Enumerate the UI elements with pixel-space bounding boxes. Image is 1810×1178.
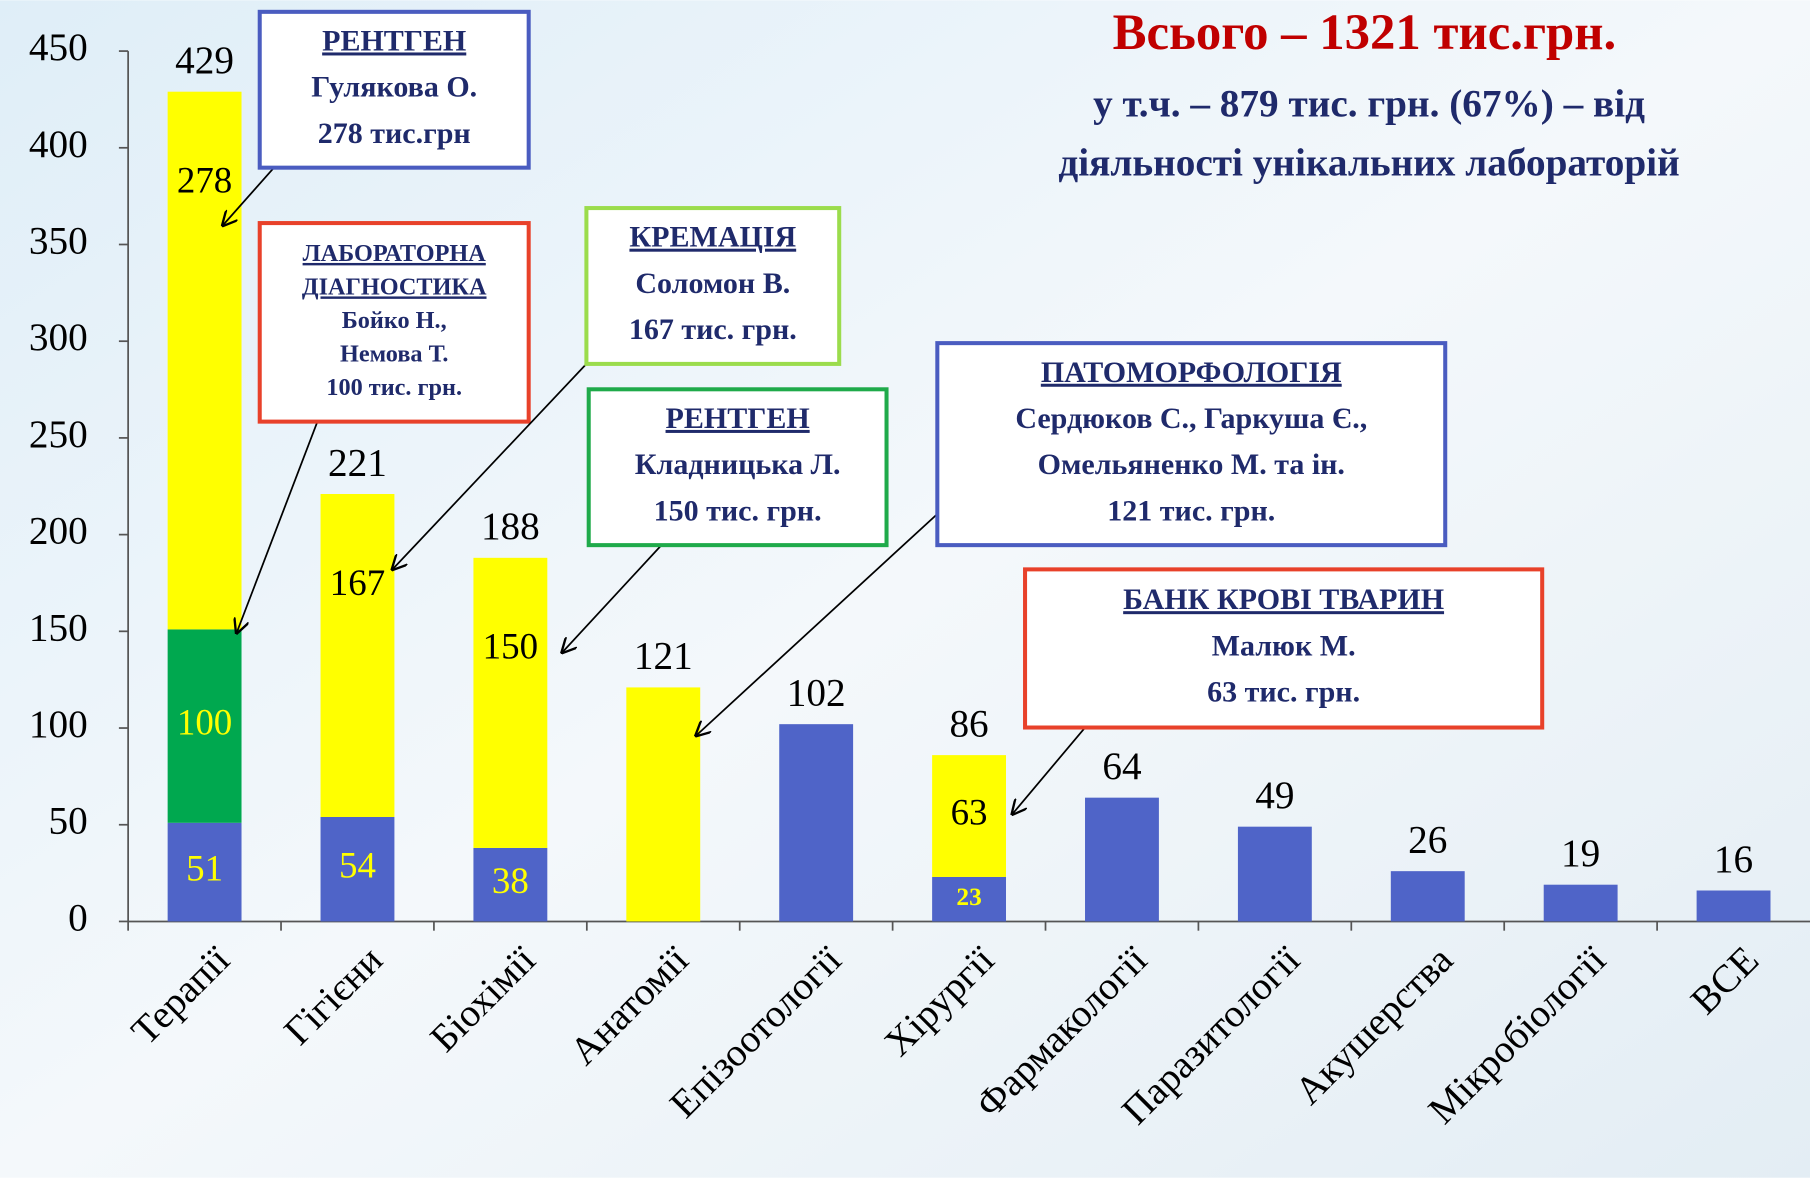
subtitle: діяльності унікальних лабораторій bbox=[1058, 142, 1679, 185]
total-label: 86 bbox=[949, 702, 988, 745]
total-label: 64 bbox=[1102, 745, 1141, 788]
callout-box bbox=[935, 341, 1448, 548]
callout-box bbox=[1023, 567, 1545, 730]
total-label: 429 bbox=[175, 39, 234, 82]
total-label: 19 bbox=[1561, 832, 1600, 875]
total-label: 121 bbox=[634, 635, 693, 678]
total-label: 49 bbox=[1255, 774, 1294, 817]
callout-box bbox=[586, 387, 889, 548]
callout-text: Сердюков С., Гаркуша Є., bbox=[1015, 402, 1367, 435]
bar-segment bbox=[1237, 826, 1312, 922]
callout-text: 121 тис. грн. bbox=[1107, 494, 1275, 527]
y-tick-label: 200 bbox=[29, 510, 88, 553]
bar-segment bbox=[473, 847, 548, 922]
callout-text: 167 тис. грн. bbox=[629, 313, 797, 346]
y-tick-label: 150 bbox=[29, 606, 88, 649]
callout-text: Бойко Н., bbox=[342, 307, 447, 334]
callout-arrow bbox=[562, 544, 663, 652]
callout-text: Омельяненко М. та ін. bbox=[1038, 448, 1345, 481]
bar-segment bbox=[1390, 871, 1465, 922]
callout-text: Соломон В. bbox=[635, 267, 790, 300]
callout-arrow bbox=[223, 163, 278, 225]
callout-text: Малюк М. bbox=[1212, 629, 1356, 662]
bar-segment bbox=[1696, 890, 1771, 922]
callout-text: ДІАГНОСТИКА bbox=[302, 273, 487, 300]
bar-segment bbox=[320, 494, 395, 818]
y-tick-label: 350 bbox=[29, 219, 88, 262]
chart-title: Всього – 1321 тис.грн. bbox=[1113, 4, 1617, 60]
callout-text: Гулякова О. bbox=[311, 71, 477, 104]
bar-segment bbox=[626, 687, 701, 922]
bar-segment bbox=[1543, 884, 1618, 922]
bar-segment bbox=[167, 822, 242, 922]
bar-segment bbox=[1085, 797, 1159, 922]
callout-arrow bbox=[392, 363, 588, 569]
segment-label: 167 bbox=[330, 562, 385, 603]
callout-text: РЕНТГЕН bbox=[666, 402, 810, 435]
y-tick-label: 50 bbox=[48, 800, 87, 843]
segment-label: 100 bbox=[177, 702, 232, 743]
callout-box bbox=[584, 206, 842, 366]
callout-text: 63 тис. грн. bbox=[1207, 676, 1360, 709]
segment-label: 23 bbox=[956, 883, 981, 911]
callout-arrow bbox=[696, 513, 938, 736]
segment-label: 278 bbox=[177, 160, 232, 201]
y-tick-label: 450 bbox=[29, 26, 88, 69]
callout-box bbox=[257, 9, 531, 170]
callout-text: РЕНТГЕН bbox=[322, 24, 466, 57]
segment-label: 63 bbox=[951, 792, 988, 833]
total-label: 102 bbox=[787, 671, 846, 714]
callout-text: БАНК КРОВІ ТВАРИН bbox=[1123, 583, 1444, 616]
callout-arrow bbox=[237, 421, 319, 633]
segment-label: 51 bbox=[186, 848, 223, 889]
callout-text: 150 тис. грн. bbox=[654, 494, 822, 527]
callout-text: ЛАБОРАТОРНА bbox=[303, 240, 487, 267]
y-tick-label: 0 bbox=[68, 896, 88, 939]
callout-text: КРЕМАЦІЯ bbox=[629, 221, 796, 254]
segment-label: 38 bbox=[492, 860, 529, 901]
bar-segment bbox=[779, 724, 854, 922]
y-tick-label: 250 bbox=[29, 413, 88, 456]
total-label: 188 bbox=[481, 505, 540, 548]
y-tick-label: 400 bbox=[29, 123, 88, 166]
callout-arrow bbox=[1012, 726, 1086, 815]
callout-text: 278 тис.грн bbox=[318, 117, 471, 150]
total-label: 26 bbox=[1408, 818, 1447, 861]
total-label: 221 bbox=[328, 441, 387, 484]
subtitle: у т.ч. – 879 тис. грн. (67%) – від bbox=[1093, 83, 1645, 126]
bar-segment bbox=[932, 876, 1007, 922]
bar-segment bbox=[167, 91, 242, 630]
bar-segment bbox=[167, 629, 242, 823]
callout-text: ПАТОМОРФОЛОГІЯ bbox=[1041, 356, 1342, 389]
y-tick-label: 300 bbox=[29, 316, 88, 359]
bar-segment bbox=[320, 817, 395, 922]
bar-segment bbox=[932, 755, 1007, 877]
callout-text: Немова Т. bbox=[340, 340, 448, 367]
callout-box bbox=[257, 221, 531, 424]
total-label: 16 bbox=[1714, 838, 1753, 881]
bar-segment bbox=[473, 557, 548, 848]
callout-text: 100 тис. грн. bbox=[326, 374, 462, 401]
callout-text: Кладницька Л. bbox=[635, 448, 841, 481]
y-tick-label: 100 bbox=[29, 703, 88, 746]
segment-label: 150 bbox=[483, 626, 538, 667]
segment-label: 54 bbox=[339, 845, 376, 886]
